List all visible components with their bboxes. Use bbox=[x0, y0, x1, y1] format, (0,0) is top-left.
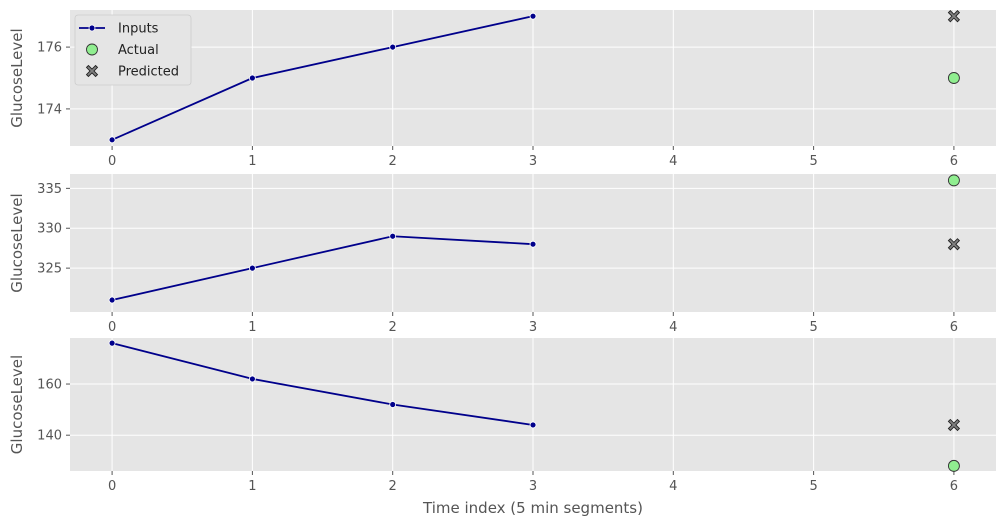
y-tick-label: 176 bbox=[37, 41, 62, 56]
inputs-point bbox=[389, 232, 397, 240]
x-tick-label: 6 bbox=[950, 154, 958, 169]
x-tick-label: 2 bbox=[389, 154, 397, 169]
predicted-point bbox=[947, 418, 961, 432]
x-tick-label: 1 bbox=[248, 154, 256, 169]
legend-entry-label: Actual bbox=[118, 43, 159, 58]
y-tick-label: 330 bbox=[37, 222, 62, 237]
y-tick-label: 335 bbox=[37, 182, 62, 197]
x-tick-label: 4 bbox=[669, 154, 677, 169]
inputs-point bbox=[389, 43, 397, 51]
legend-predicted-marker bbox=[85, 64, 99, 78]
actual-point bbox=[947, 174, 960, 187]
subplot-3: 0 1 2 3 4 5 6 140 160 GlucoseLevel Time index (5 m… bbox=[8, 338, 996, 517]
inputs-series-line bbox=[111, 342, 534, 426]
legend-entry-label: Inputs bbox=[118, 22, 159, 37]
x-tick-label: 6 bbox=[950, 320, 958, 335]
x-tick-label: 2 bbox=[389, 479, 397, 494]
predicted-point bbox=[947, 10, 961, 23]
x-tick-label: 1 bbox=[248, 479, 256, 494]
inputs-point bbox=[529, 240, 537, 248]
actual-point bbox=[947, 459, 960, 472]
y-axis-label: GlucoseLevel bbox=[8, 193, 26, 292]
y-tick-label: 160 bbox=[37, 378, 62, 393]
y-tick-label: 140 bbox=[37, 429, 62, 444]
y-axis-label: GlucoseLevel bbox=[8, 28, 26, 127]
x-tick-label: 6 bbox=[950, 479, 958, 494]
x-tick-label: 0 bbox=[108, 154, 116, 169]
y-tick-label: 325 bbox=[37, 262, 62, 277]
legend-box bbox=[74, 14, 192, 86]
legend-actual-marker bbox=[86, 43, 98, 56]
inputs-point bbox=[529, 12, 537, 20]
legend: Inputs Actual Predicted bbox=[74, 14, 192, 86]
y-tick-label: 174 bbox=[37, 102, 62, 117]
inputs-series-line bbox=[111, 235, 534, 301]
legend-marker bbox=[88, 24, 96, 32]
inputs-series-line bbox=[111, 15, 534, 141]
x-tick-label: 4 bbox=[669, 320, 677, 335]
inputs-point bbox=[248, 74, 256, 82]
x-tick-label: 3 bbox=[529, 320, 537, 335]
x-tick-label: 2 bbox=[389, 320, 397, 335]
predicted-point bbox=[947, 238, 961, 251]
actual-point bbox=[947, 72, 960, 84]
y-axis-label: GlucoseLevel bbox=[8, 355, 26, 454]
x-tick-label: 3 bbox=[529, 154, 537, 169]
inputs-point bbox=[248, 264, 256, 272]
x-axis-label: Time index (5 min segments) bbox=[422, 499, 643, 517]
x-tick-label: 5 bbox=[809, 320, 817, 335]
x-tick-label: 1 bbox=[248, 320, 256, 335]
x-tick-label: 5 bbox=[809, 479, 817, 494]
inputs-point bbox=[248, 375, 256, 383]
x-tick-label: 4 bbox=[669, 479, 677, 494]
x-tick-label: 3 bbox=[529, 479, 537, 494]
inputs-point bbox=[108, 339, 116, 347]
legend-entry-label: Predicted bbox=[118, 65, 179, 80]
x-tick-label: 0 bbox=[108, 479, 116, 494]
inputs-point bbox=[108, 136, 116, 144]
inputs-point bbox=[529, 421, 537, 429]
subplots: 0 1 2 3 4 5 6 174 176 GlucoseLevel Inputs Actual Pre… bbox=[8, 10, 996, 517]
inputs-point bbox=[108, 296, 116, 304]
inputs-point bbox=[389, 401, 397, 408]
subplot-2: 0 1 2 3 4 5 6 325 330 335 GlucoseLevel bbox=[8, 174, 996, 335]
subplot-1: 0 1 2 3 4 5 6 174 176 GlucoseLevel Inputs Actual Pre… bbox=[8, 10, 996, 169]
x-tick-label: 0 bbox=[108, 320, 116, 335]
x-tick-label: 5 bbox=[809, 154, 817, 169]
